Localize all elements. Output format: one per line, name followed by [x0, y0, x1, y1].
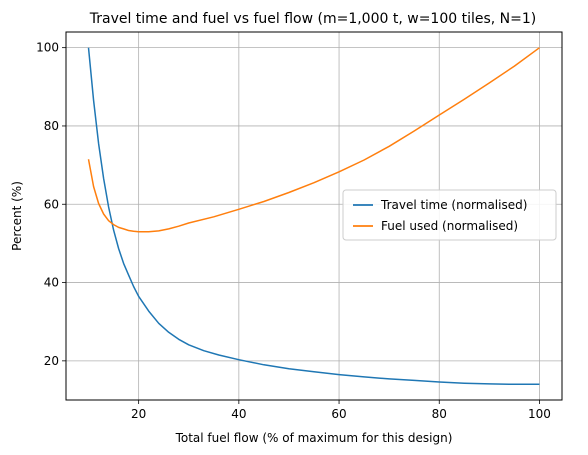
x-tick-label: 60 [331, 407, 346, 421]
y-tick-label: 40 [44, 276, 59, 290]
x-tick-label: 100 [528, 407, 551, 421]
x-tick-label: 40 [231, 407, 246, 421]
legend-frame [342, 189, 557, 241]
series-line-1 [87, 47, 540, 386]
y-tick-label: 60 [44, 197, 59, 211]
y-tick-label: 100 [36, 41, 59, 55]
legend-label-1: Travel time (normalised) [380, 198, 527, 212]
x-tick-label: 80 [432, 407, 447, 421]
legend-label-2: Fuel used (normalised) [381, 219, 518, 233]
plot-frame [65, 31, 563, 401]
x-axis-label: Total fuel flow (% of maximum for this d… [175, 431, 453, 445]
x-tick-label: 20 [131, 407, 146, 421]
legend[interactable]: Travel time (normalised) Fuel used (norma… [342, 189, 557, 241]
grid [66, 32, 562, 400]
series-layer [87, 47, 540, 386]
y-axis: 20 40 60 80 100 [36, 41, 66, 368]
y-tick-label: 20 [44, 354, 59, 368]
series-line-2 [87, 47, 540, 233]
y-axis-label: Percent (%) [10, 181, 24, 251]
y-tick-label: 80 [44, 119, 59, 133]
chart-title: Travel time and fuel vs fuel flow (m=1,0… [89, 11, 537, 27]
x-axis: 20 40 60 80 100 [131, 400, 551, 421]
